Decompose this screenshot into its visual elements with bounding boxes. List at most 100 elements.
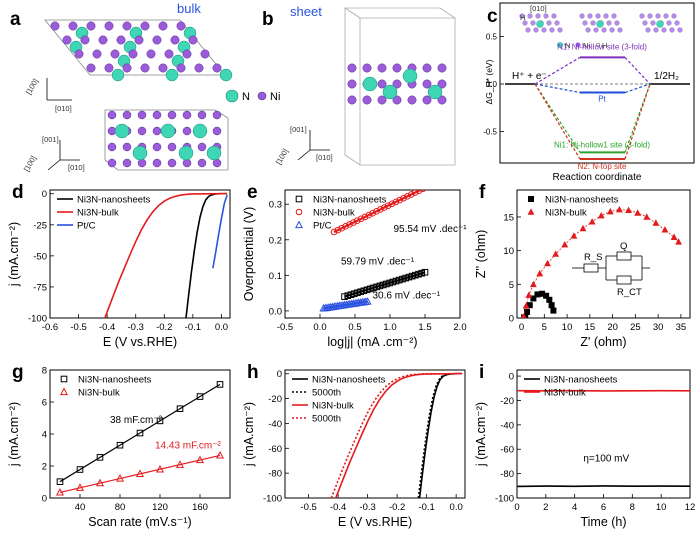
x-tick-label: 5 <box>542 322 547 333</box>
annotation: 30.6 mV .dec⁻¹ <box>373 290 441 301</box>
series-point <box>675 238 683 245</box>
series-line <box>212 194 228 269</box>
series-point <box>419 190 426 193</box>
panel-label-c: c <box>487 6 498 27</box>
panel-c-frame <box>499 2 695 164</box>
ni-atom <box>212 126 222 136</box>
ni-atom <box>167 158 177 168</box>
inset-ni-atom <box>595 13 601 19</box>
ni-atom <box>152 158 162 168</box>
series-point <box>522 302 530 309</box>
panel-f: f 0 5 10 15 20 25 30 35 0 5 10 15 Z' (ohm) Z'' (ohm) Ni… <box>474 182 691 349</box>
ni-atom <box>392 95 402 105</box>
series-point <box>135 469 145 477</box>
ni-atom <box>122 142 132 152</box>
legend-label: Ni3N-bulk <box>78 388 120 399</box>
series-point <box>396 196 403 204</box>
level-label: N1: Ni-hollow site (3-fold) <box>557 42 647 51</box>
y-tick-label: 6 <box>42 398 47 409</box>
inset-h-dot <box>595 42 601 48</box>
series-point <box>176 405 184 413</box>
ni-atom <box>197 142 207 152</box>
sheet-atoms <box>347 63 447 105</box>
series-point <box>377 206 384 213</box>
y-tick-label: 2 <box>42 462 47 473</box>
panel-g: g 40 80 120 160 0 2 4 6 8 Scan rate (mV.s⁻¹) j (mA.… <box>7 362 231 529</box>
inset-ni-atom <box>533 27 539 33</box>
series-fit-line <box>333 190 423 233</box>
inset-n-atom <box>656 20 664 28</box>
series-point <box>597 212 605 219</box>
sheet-axis-label-010: [010] <box>316 153 333 162</box>
ni-atom <box>197 158 207 168</box>
legend-ni-atom <box>257 91 267 101</box>
level-connector <box>534 83 581 153</box>
x-axis-label: E (V vs.RHE) <box>103 335 177 349</box>
annotation: η=100 mV <box>583 453 629 464</box>
level-label: Ni1: Ni-hollow1 site (3-fold) <box>554 140 650 149</box>
series-point <box>526 302 533 309</box>
ni-atom <box>182 49 192 59</box>
x-axis-label: Scan rate (mV.s⁻¹) <box>88 515 191 529</box>
bulk-top-atoms <box>50 21 233 82</box>
axis-label-100b: [100] <box>22 154 38 173</box>
panel-i: i 0 2 4 6 8 10 12 0 -20 -40 -60 -80 -100 Time (h) j (mA… <box>474 362 695 529</box>
series-point <box>536 269 544 277</box>
inset-ni-atom <box>669 27 675 33</box>
series-point <box>392 198 400 206</box>
x-tick-label: 120 <box>152 502 168 513</box>
x-tick-label: 8 <box>630 502 635 513</box>
y-tick-label: 10 <box>503 246 514 257</box>
series-point <box>373 208 380 215</box>
x-tick-label: 35 <box>676 322 687 333</box>
inset-ni-atom <box>535 13 541 19</box>
ni-atom <box>176 63 186 73</box>
n-atom <box>362 76 378 92</box>
legend-label: 5000th <box>312 414 341 425</box>
ni-atom <box>176 21 186 31</box>
x-tick-label: 2 <box>543 502 548 513</box>
inset-ni-label: Ni <box>583 41 590 50</box>
annotation: 38 mF.cm⁻² <box>110 415 163 426</box>
ni-atom <box>170 35 180 45</box>
ni-atom <box>347 63 357 73</box>
y-tick-label: -75 <box>33 282 47 293</box>
annotation: 95.54 mV .dec⁻¹ <box>394 224 468 235</box>
inset-ni-atom <box>674 20 680 26</box>
inset-ni-atom <box>579 13 585 19</box>
panel-label-g: g <box>12 362 24 383</box>
ni-atom <box>122 21 132 31</box>
ni-atom <box>392 79 402 89</box>
plot-area-g <box>55 381 225 496</box>
series-line <box>417 372 463 498</box>
plot-frame-h <box>284 369 466 499</box>
ni-atom <box>107 110 117 120</box>
panel-label-f: f <box>479 182 486 203</box>
ni-atom <box>437 79 447 89</box>
x-tick-label: 10 <box>656 502 667 513</box>
y-tick-label: -20 <box>500 396 514 407</box>
inset-n-atom <box>596 20 604 28</box>
ni-atom <box>122 110 132 120</box>
n-atom <box>160 123 176 139</box>
inset-ni-atom <box>653 27 659 33</box>
ni-atom <box>62 35 72 45</box>
ni-atom <box>152 126 162 136</box>
n-atom <box>165 68 179 82</box>
series-point <box>196 393 204 400</box>
inset-n-dot <box>557 42 563 48</box>
x-tick-label: 40 <box>75 502 86 513</box>
x-tick-label: 12 <box>685 502 696 513</box>
ni-atom <box>212 63 222 73</box>
series-point <box>75 483 85 491</box>
y-tick-label: -100 <box>495 494 514 505</box>
series-point <box>606 207 614 215</box>
ni-atom <box>110 49 120 59</box>
panel-h: h -0.5 -0.4 -0.3 -0.2 -0.1 0.0 0 -20 -40 -60 -80 -10… <box>242 362 466 529</box>
level-connector <box>624 83 651 94</box>
c-ytick-label: -0.5 <box>483 128 497 137</box>
ni-atom <box>98 35 108 45</box>
panel-d: d -0.6 -0.5 -0.4 -0.3 -0.2 -0.1 0.0 0 -25 -50 -75 -1… <box>7 182 231 349</box>
series-line <box>104 192 228 318</box>
